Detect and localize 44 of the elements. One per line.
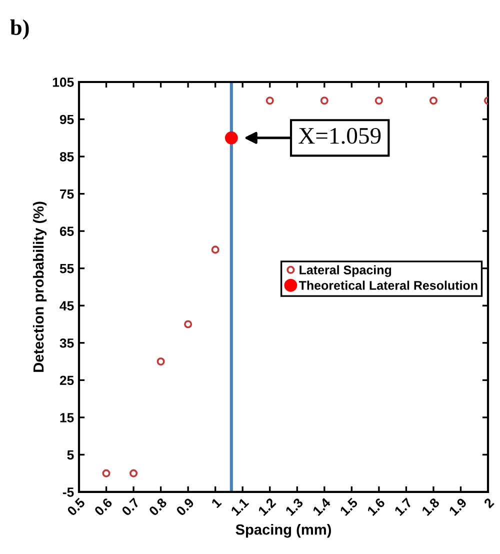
x-tick-label: 1.6: [366, 497, 386, 516]
y-tick-label: 85: [60, 152, 74, 162]
point: [156, 357, 165, 366]
legend-label: Lateral Spacing: [300, 265, 392, 277]
point: [429, 96, 438, 105]
x-tick-label: 0.9: [176, 497, 195, 516]
y-tick-label: 95: [60, 114, 74, 124]
point: [224, 131, 238, 144]
point: [130, 469, 138, 478]
x-tick-label: 0.5: [66, 497, 86, 516]
legend-label: Theoretical Lateral Resolution: [298, 280, 478, 290]
y-tick-label: -5: [62, 488, 74, 497]
point: [320, 96, 328, 105]
y-axis-title: Detection probability (%): [32, 202, 47, 372]
x-tick-label: 1.3: [285, 497, 304, 516]
y-tick-label: 5: [67, 450, 74, 460]
x-tick-label: 1.5: [340, 497, 358, 516]
y-tick-label: 105: [52, 78, 74, 87]
y-tick-label: 15: [60, 413, 74, 422]
point: [266, 96, 274, 105]
y-tick-label: 35: [60, 338, 74, 348]
point: [102, 469, 110, 478]
x-tick-label: 1.1: [230, 497, 250, 516]
x-tick-label: 1.4: [312, 497, 332, 516]
annotation: X=1.059: [298, 128, 381, 144]
x-tick-label: 0.7: [121, 497, 140, 516]
y-tick-label: 65: [60, 226, 74, 236]
x-axis-title: Spacing (mm): [236, 524, 331, 538]
chart-title: b): [10, 19, 29, 40]
point: [211, 246, 220, 254]
y-tick-label: 45: [60, 301, 74, 311]
x-tick-label: 0.8: [148, 497, 168, 516]
point: [374, 96, 383, 105]
y-tick-label: 75: [60, 190, 74, 199]
y-tick-label: 25: [60, 376, 74, 386]
x-tick-label: 1.7: [394, 498, 413, 516]
point: [184, 320, 192, 328]
y-tick-label: 55: [60, 264, 74, 274]
x-tick-label: 1.2: [258, 497, 276, 516]
x-tick-label: 2: [483, 497, 494, 508]
x-tick-label: 1.9: [448, 497, 468, 516]
x-tick-label: 1: [211, 497, 222, 508]
x-tick-label: 0.6: [94, 497, 113, 516]
x-tick-label: 1.8: [421, 497, 440, 516]
